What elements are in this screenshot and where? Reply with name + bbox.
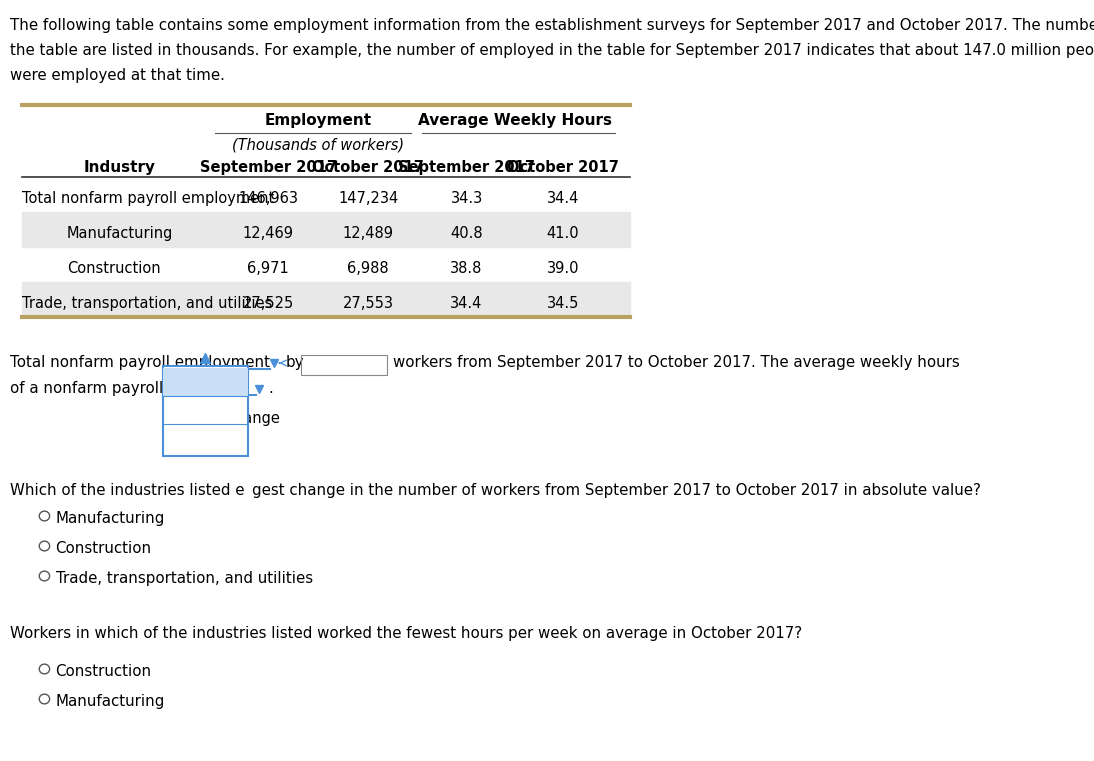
Text: 6,971: 6,971: [247, 261, 289, 276]
Text: September 2017: September 2017: [199, 160, 337, 175]
Text: of a nonfarm payroll employee: of a nonfarm payroll employee: [10, 381, 243, 396]
Bar: [163, 366, 248, 456]
Text: September 2017: September 2017: [398, 160, 535, 175]
Text: Manufacturing: Manufacturing: [56, 694, 165, 709]
Text: 40.8: 40.8: [451, 226, 482, 241]
Bar: [22, 282, 629, 317]
Text: Manufacturing: Manufacturing: [56, 511, 165, 526]
Text: 147,234: 147,234: [338, 191, 398, 206]
Text: October 2017: October 2017: [507, 160, 619, 175]
Text: were employed at that time.: were employed at that time.: [10, 68, 225, 83]
Text: Trade, transportation, and utilities: Trade, transportation, and utilities: [56, 571, 313, 586]
Text: workers from September 2017 to October 2017. The average weekly hours: workers from September 2017 to October 2…: [393, 355, 959, 370]
Text: Trade, transportation, and utilities: Trade, transportation, and utilities: [22, 296, 272, 311]
Text: by: by: [286, 355, 304, 370]
Text: Employment: Employment: [265, 113, 372, 128]
Text: 34.5: 34.5: [547, 296, 579, 311]
Text: 41.0: 41.0: [547, 226, 579, 241]
Text: the table are listed in thousands. For example, the number of employed in the ta: the table are listed in thousands. For e…: [10, 43, 1094, 58]
Text: 27,525: 27,525: [243, 296, 293, 311]
Text: Construction: Construction: [67, 261, 161, 276]
Text: 12,469: 12,469: [243, 226, 293, 241]
Text: Manufacturing: Manufacturing: [67, 226, 173, 241]
Text: Industry: Industry: [84, 160, 156, 175]
Text: 27,553: 27,553: [342, 296, 394, 311]
Text: Construction: Construction: [56, 541, 152, 556]
Text: Total nonfarm payroll employment: Total nonfarm payroll employment: [10, 355, 270, 370]
Text: did not change: did not change: [171, 410, 280, 425]
Text: 146,963: 146,963: [238, 191, 298, 206]
Text: 34.3: 34.3: [451, 191, 482, 206]
Text: 6,988: 6,988: [347, 261, 388, 276]
Text: 38.8: 38.8: [451, 261, 482, 276]
Text: The following table contains some employment information from the establishment : The following table contains some employ…: [10, 18, 1094, 33]
Text: (Thousands of workers): (Thousands of workers): [232, 138, 405, 153]
Text: Which of the industries listed e: Which of the industries listed e: [10, 483, 245, 498]
Text: Construction: Construction: [56, 664, 152, 679]
Text: increased: increased: [171, 437, 242, 451]
Bar: [163, 368, 248, 396]
Text: 34.4: 34.4: [451, 296, 482, 311]
Text: Average Weekly Hours: Average Weekly Hours: [418, 113, 612, 128]
Text: 12,489: 12,489: [342, 226, 394, 241]
Bar: [22, 212, 629, 247]
Bar: [302, 355, 386, 375]
Text: decreased: decreased: [171, 380, 246, 396]
Text: Total nonfarm payroll employment: Total nonfarm payroll employment: [22, 191, 275, 206]
Text: .: .: [269, 381, 274, 396]
Text: Workers in which of the industries listed worked the fewest hours per week on av: Workers in which of the industries liste…: [10, 626, 803, 641]
Text: 34.4: 34.4: [547, 191, 579, 206]
Text: October 2017: October 2017: [312, 160, 424, 175]
Text: 39.0: 39.0: [547, 261, 579, 276]
Text: gest change in the number of workers from September 2017 to October 2017 in abso: gest change in the number of workers fro…: [252, 483, 980, 498]
